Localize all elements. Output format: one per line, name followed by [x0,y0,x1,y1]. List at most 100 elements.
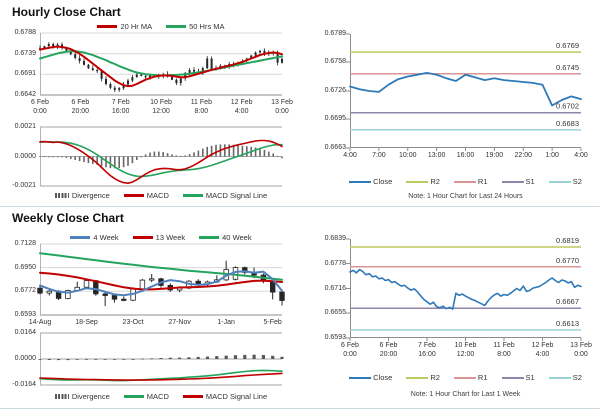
weekly-section-title: Weekly Close Chart [12,211,124,225]
macd-signal-line [39,141,283,178]
x-axis-tick-label: 10:00 [398,152,417,159]
candle-body [179,78,182,84]
legend-label: MACD [146,191,169,200]
x-axis-tick-label: 27-Nov [168,319,191,326]
y-axis-tick-label: 0.6593 [324,334,346,341]
teal-line-swatch [548,376,571,379]
legend-label: 4 Week [93,233,119,242]
x-axis-tick-label: 7 Feb [111,99,130,106]
legend-item: 4 Week [70,233,119,242]
x-axis-tick-label: 8:00 [194,108,209,115]
candle-body [52,44,55,47]
divergence-bars [103,359,107,360]
candle-body [171,76,173,80]
x-axis-tick-label: 6 Feb [379,342,398,349]
ma-50hr-line [39,50,283,77]
divergence-bars [228,144,230,157]
candle-body [127,80,129,85]
divergence-bars [118,156,120,168]
divergence-bars [263,149,266,157]
pivot-value-label: 0.6667 [556,297,579,306]
divergence-bars [280,356,284,359]
legend-label: S2 [572,177,582,186]
x-axis-tick-label: 16:00 [418,351,436,358]
y-axis-tick-label: -0.0021 [12,182,36,189]
divergence-bars [237,145,239,157]
day_close-canvas: 0.6769 0.6745 0.6702 0.6683 [346,33,582,151]
y-axis-tick-label: 0.6772 [14,287,36,295]
x-axis-tick-label: 12 Feb [230,99,253,106]
olive-line-swatch [406,376,429,379]
candle-body [74,54,77,58]
x-axis-tick-label: 5-Feb [263,319,282,326]
divergence-bars [205,356,210,359]
legend-label: 50 Hrs MA [189,22,225,31]
bottom-separator [0,408,600,409]
y-axis-tick-label: 0.6778 [324,259,346,267]
legend-item: Close [349,177,392,186]
x-axis-tick-label: 20:00 [71,108,90,115]
legend-label: S1 [525,177,535,186]
x-axis-tick-label: 4:00 [574,152,588,159]
legend-label: S1 [525,373,535,382]
pivot-value-label: 0.6613 [556,319,579,328]
pivot-value-label: 0.6702 [556,102,579,111]
red-line-swatch [97,25,118,28]
blue-line-swatch [70,236,91,239]
x-axis-tick-label: 14-Aug [28,319,52,326]
divergence-bars [144,154,147,157]
divergence-bars [105,156,107,168]
divergence-bars [162,152,164,157]
legend-item: S2 [548,373,582,382]
legend-item: Divergence [54,191,110,200]
legend-item: 40 Week [199,233,252,242]
13-week-line [39,271,283,291]
y-axis-tick-label: 0.6691 [14,70,36,78]
candle-body [105,78,107,84]
divergence-bars-swatch [54,193,69,198]
pivot-value-label: 0.6770 [556,256,579,265]
x-axis-tick-label: 6 Feb [341,342,359,349]
weekly-macd-chart [38,332,284,386]
divergence-bars [210,145,213,157]
divergence-bars [246,146,248,157]
green-line-swatch [123,395,144,398]
x-axis-tick-label: 1:00 [545,152,559,159]
divergence-bars [75,359,79,360]
x-axis-tick-label: 18-Sep [75,319,98,326]
divergence-bars [150,358,154,360]
x-axis-tick-label: 13 Feb [570,342,592,349]
divergence-bars [61,156,63,158]
candle-body [250,55,253,59]
legend-item: Close [349,373,392,382]
divergence-bars [184,155,186,157]
divergence-bars [272,153,274,157]
divergence-bars [271,355,275,359]
candle-body [83,61,85,65]
divergence-bars [224,355,228,359]
candle-body [149,75,151,78]
candle-body [259,50,261,53]
legend-item: 50 Hrs MA [166,22,225,31]
weekly-price-chart [37,243,285,316]
divergence-bars [136,156,138,160]
y-axis-tick-label: 0.0021 [14,123,36,130]
divergence-bars [187,357,191,359]
y-axis-tick-label: 0.6695 [324,115,346,123]
legend-label: 13 Week [155,233,186,242]
x-axis-tick-label: 16:00 [456,152,475,159]
legend-label: R1 [477,177,488,186]
candle-body [56,44,59,47]
divergence-bars [94,359,98,360]
divergence-bars [78,156,81,162]
legend-label: MACD [146,392,169,401]
legend-item: S1 [501,373,535,382]
divergence-bars [112,359,117,360]
olive-line-swatch [406,180,429,183]
divergence-bars [196,356,200,359]
legend-label: S2 [572,373,582,382]
divergence-bars [84,359,89,360]
divergence-bars [87,156,90,164]
candle-body [149,278,155,281]
pivot-value-label: 0.6769 [556,41,579,50]
